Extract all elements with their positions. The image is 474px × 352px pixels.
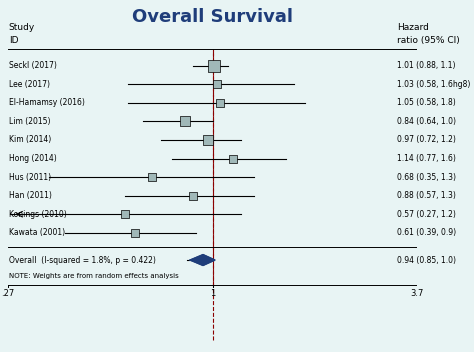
Text: 1.05 (0.58, 1.8): 1.05 (0.58, 1.8) xyxy=(397,98,456,107)
Text: Overall  (I-squared = 1.8%, p = 0.422): Overall (I-squared = 1.8%, p = 0.422) xyxy=(9,256,155,265)
Point xyxy=(189,193,197,199)
Text: 0.61 (0.39, 0.9): 0.61 (0.39, 0.9) xyxy=(397,228,456,237)
Text: 0.97 (0.72, 1.2): 0.97 (0.72, 1.2) xyxy=(397,136,456,144)
Text: Konings (2010): Konings (2010) xyxy=(9,210,66,219)
Point xyxy=(210,63,218,69)
Text: Seckl (2017): Seckl (2017) xyxy=(9,61,57,70)
Text: .27: .27 xyxy=(1,289,15,298)
Text: Hazard: Hazard xyxy=(397,23,429,32)
Text: 0.57 (0.27, 1.2): 0.57 (0.27, 1.2) xyxy=(397,210,456,219)
Point xyxy=(148,174,156,180)
Text: 1: 1 xyxy=(210,289,215,298)
Text: 1.03 (0.58, 1.6hg8): 1.03 (0.58, 1.6hg8) xyxy=(397,80,471,89)
Text: Hus (2011): Hus (2011) xyxy=(9,172,51,182)
Text: Lee (2017): Lee (2017) xyxy=(9,80,50,89)
Text: 0.94 (0.85, 1.0): 0.94 (0.85, 1.0) xyxy=(397,256,456,265)
Point xyxy=(204,137,212,143)
Polygon shape xyxy=(190,254,215,265)
Text: Lim (2015): Lim (2015) xyxy=(9,117,50,126)
Text: ratio (95% CI): ratio (95% CI) xyxy=(397,36,460,45)
Text: 1.14 (0.77, 1.6): 1.14 (0.77, 1.6) xyxy=(397,154,456,163)
Text: Hong (2014): Hong (2014) xyxy=(9,154,56,163)
Point xyxy=(121,212,128,217)
Point xyxy=(132,230,139,235)
Text: 0.84 (0.64, 1.0): 0.84 (0.64, 1.0) xyxy=(397,117,456,126)
Text: ID: ID xyxy=(9,36,18,45)
Text: 1.01 (0.88, 1.1): 1.01 (0.88, 1.1) xyxy=(397,61,456,70)
Text: 0.68 (0.35, 1.3): 0.68 (0.35, 1.3) xyxy=(397,172,456,182)
Text: Kawata (2001): Kawata (2001) xyxy=(9,228,65,237)
Text: Study: Study xyxy=(9,23,35,32)
Text: Han (2011): Han (2011) xyxy=(9,191,52,200)
Point xyxy=(229,156,237,161)
Text: 3.7: 3.7 xyxy=(410,289,424,298)
Text: Overall Survival: Overall Survival xyxy=(132,8,293,26)
Text: El-Hamamsy (2016): El-Hamamsy (2016) xyxy=(9,98,85,107)
Text: Kim (2014): Kim (2014) xyxy=(9,136,51,144)
Point xyxy=(213,82,221,87)
Text: 0.88 (0.57, 1.3): 0.88 (0.57, 1.3) xyxy=(397,191,456,200)
Point xyxy=(217,100,224,106)
Text: NOTE: Weights are from random effects analysis: NOTE: Weights are from random effects an… xyxy=(9,274,179,279)
Point xyxy=(182,119,189,124)
